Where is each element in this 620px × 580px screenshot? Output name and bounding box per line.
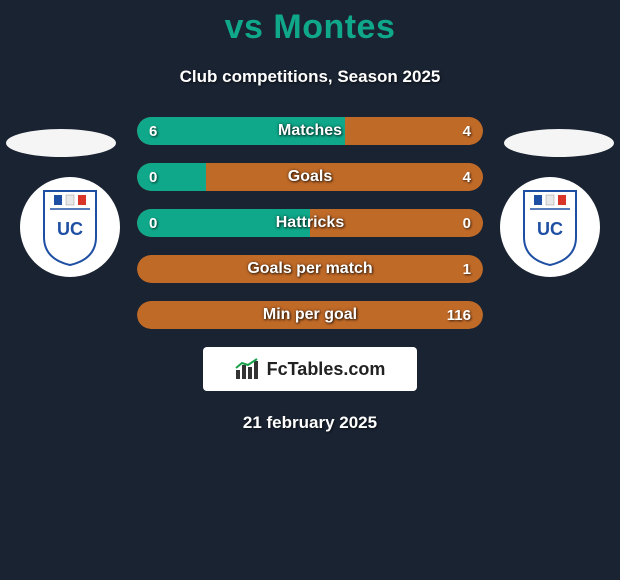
stat-row: Matches64	[137, 117, 483, 145]
comparison-panel: UC UC Matches64 Goals04 Hattricks00 Goals p…	[0, 117, 620, 433]
bar-track	[137, 301, 483, 329]
team-badge-left: UC	[20, 177, 120, 277]
bar-fill-left	[137, 209, 310, 237]
stat-row: Min per goal116	[137, 301, 483, 329]
team-badge-right: UC	[500, 177, 600, 277]
svg-text:UC: UC	[57, 219, 83, 239]
shield-icon: UC	[40, 187, 100, 267]
stat-row: Goals04	[137, 163, 483, 191]
stat-bars: Matches64 Goals04 Hattricks00 Goals per mat…	[137, 117, 483, 329]
svg-text:UC: UC	[537, 219, 563, 239]
date-text: 21 february 2025	[0, 413, 620, 433]
stat-row: Goals per match1	[137, 255, 483, 283]
bar-fill-left	[137, 163, 206, 191]
bar-chart-icon	[235, 358, 261, 380]
page-title: vs Montes	[0, 0, 620, 47]
stat-row: Hattricks00	[137, 209, 483, 237]
brand-box: FcTables.com	[203, 347, 417, 391]
bar-fill-right	[206, 163, 483, 191]
bar-fill-right	[345, 117, 483, 145]
subtitle: Club competitions, Season 2025	[0, 67, 620, 87]
shield-icon: UC	[520, 187, 580, 267]
bar-fill-left	[137, 117, 345, 145]
brand-text: FcTables.com	[267, 359, 386, 380]
player-photo-right	[504, 129, 614, 157]
bar-fill-right	[310, 209, 483, 237]
player-photo-left	[6, 129, 116, 157]
bar-track	[137, 255, 483, 283]
